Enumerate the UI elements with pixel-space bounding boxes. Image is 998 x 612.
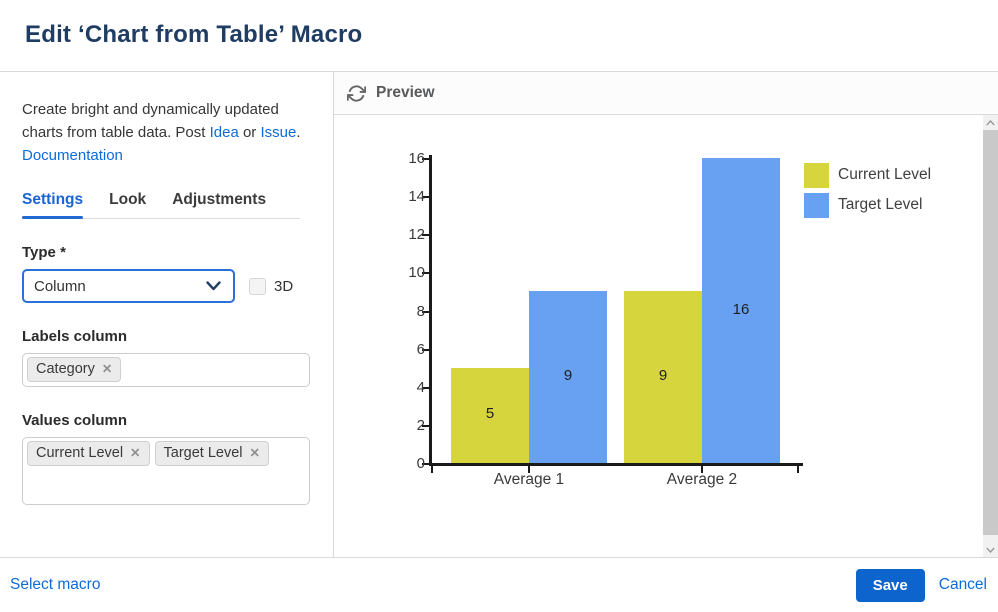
y-axis-tick-label: 6 xyxy=(416,340,425,358)
dialog-footer: Select macro Save Cancel xyxy=(0,557,998,612)
legend-label: Current Level xyxy=(838,166,932,183)
legend-swatch-1 xyxy=(804,163,829,188)
scroll-up-button[interactable] xyxy=(983,115,998,130)
description-text: or xyxy=(238,124,261,141)
y-axis-line xyxy=(429,155,432,466)
y-axis-tick xyxy=(422,272,429,275)
idea-link[interactable]: Idea xyxy=(209,124,239,141)
x-axis-line xyxy=(429,463,803,466)
y-axis-tick-label: 14 xyxy=(408,188,425,206)
x-axis-tick xyxy=(701,466,703,473)
tag-category: Category ✕ xyxy=(27,357,122,382)
tab-adjustments[interactable]: Adjustments xyxy=(172,191,267,208)
description-text: . xyxy=(296,124,301,141)
chart-preview: 5 9 Average 1 9 16 Average 2 0 2 4 6 8 10 12 14 16 Curr… xyxy=(334,115,998,557)
dialog-title: Edit ‘Chart from Table’ Macro xyxy=(25,21,363,48)
tag-label: Target Level xyxy=(163,445,243,461)
select-macro-link[interactable]: Select macro xyxy=(10,576,101,593)
y-axis-tick-label: 4 xyxy=(416,378,425,396)
tab-bar: Settings Look Adjustments xyxy=(22,191,300,219)
bar-current-level xyxy=(624,291,702,463)
y-axis-tick-label: 2 xyxy=(416,416,425,434)
preview-panel: Preview 5 9 Average 1 9 16 Average 2 0 2 4 6 8 10 12… xyxy=(334,72,998,557)
labels-column-field[interactable]: Category ✕ xyxy=(22,353,310,387)
values-column-label: Values column xyxy=(22,412,128,429)
dialog-header: Edit ‘Chart from Table’ Macro xyxy=(0,0,998,72)
y-axis-tick xyxy=(422,310,429,313)
legend-label: Target Level xyxy=(838,196,923,213)
bar-value-label: 9 xyxy=(658,367,668,385)
bar-value-label: 5 xyxy=(485,405,495,423)
bar-value-label: 16 xyxy=(732,300,750,318)
3d-checkbox-label: 3D xyxy=(274,277,294,295)
y-axis-tick xyxy=(422,158,429,160)
y-axis-tick xyxy=(422,424,429,427)
y-axis-tick xyxy=(422,196,429,199)
values-column-field[interactable]: Current Level ✕ Target Level ✕ xyxy=(22,437,310,505)
tag-label: Category xyxy=(36,361,95,377)
remove-icon[interactable]: ✕ xyxy=(249,445,261,460)
description-text: Create bright and dynamically updated ch… xyxy=(22,101,279,141)
chart-type-value: Column xyxy=(34,277,86,295)
chevron-down-icon xyxy=(206,281,221,291)
y-axis-tick xyxy=(422,386,429,389)
x-axis-category-label: Average 1 xyxy=(493,471,565,488)
bar-value-label: 9 xyxy=(563,367,573,385)
x-axis-category-label: Average 2 xyxy=(666,471,738,488)
preview-title: Preview xyxy=(376,84,435,101)
chevron-down-icon xyxy=(986,547,995,553)
bar-chart: 5 9 Average 1 9 16 Average 2 0 2 4 6 8 10 12 14 16 Curr… xyxy=(334,115,982,557)
bar-current-level xyxy=(451,367,529,463)
settings-panel: Create bright and dynamically updated ch… xyxy=(0,72,334,557)
issue-link[interactable]: Issue xyxy=(260,124,297,141)
bar-target-level xyxy=(702,158,780,463)
legend-swatch-2 xyxy=(804,193,829,218)
chart-type-select[interactable]: Column xyxy=(22,269,235,303)
y-axis-tick-label: 10 xyxy=(408,264,425,282)
y-axis-tick-label: 0 xyxy=(416,455,425,472)
preview-scrollbar[interactable] xyxy=(983,115,998,557)
refresh-icon[interactable] xyxy=(347,84,366,103)
3d-checkbox[interactable] xyxy=(249,277,266,295)
type-label: Type * xyxy=(22,244,66,261)
remove-icon[interactable]: ✕ xyxy=(130,445,141,460)
y-axis-tick xyxy=(422,463,429,465)
labels-column-label: Labels column xyxy=(22,328,128,345)
macro-description: Create bright and dynamically updated ch… xyxy=(22,98,314,167)
y-axis-tick xyxy=(422,234,429,237)
scroll-down-button[interactable] xyxy=(983,542,998,557)
tab-settings[interactable]: Settings xyxy=(22,191,84,219)
tag-target-level: Target Level ✕ xyxy=(154,441,270,466)
preview-header: Preview xyxy=(334,72,998,115)
tag-current-level: Current Level ✕ xyxy=(27,441,150,466)
x-axis-tick xyxy=(431,466,433,473)
scrollbar-thumb[interactable] xyxy=(983,130,998,535)
documentation-link[interactable]: Documentation xyxy=(22,147,123,164)
chevron-up-icon xyxy=(986,119,995,125)
bar-target-level xyxy=(529,291,607,463)
remove-icon[interactable]: ✕ xyxy=(101,361,113,376)
cancel-link[interactable]: Cancel xyxy=(938,576,987,593)
tag-label: Current Level xyxy=(36,445,124,461)
y-axis-tick-label: 8 xyxy=(416,302,425,320)
y-axis-tick-label: 16 xyxy=(408,150,425,167)
y-axis-tick-label: 12 xyxy=(408,226,425,244)
save-button[interactable]: Save xyxy=(855,568,925,602)
x-axis-tick xyxy=(797,466,799,473)
y-axis-tick xyxy=(422,348,429,351)
tab-look[interactable]: Look xyxy=(109,191,147,208)
x-axis-tick xyxy=(528,466,530,473)
